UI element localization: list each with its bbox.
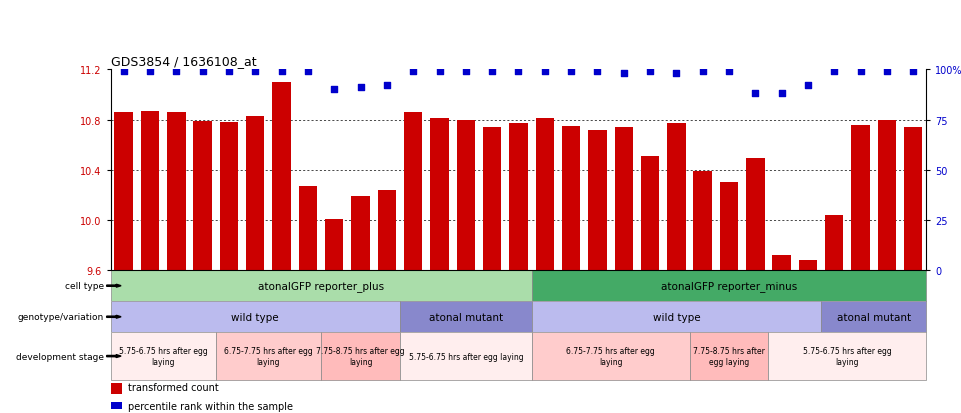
Bar [111, 401, 122, 413]
Bar [272, 83, 291, 271]
Bar [352, 197, 370, 271]
Bar [299, 187, 317, 271]
Point [484, 69, 500, 76]
Text: transformed count: transformed count [128, 382, 218, 392]
Bar [667, 124, 685, 271]
Bar [825, 216, 844, 271]
Point [905, 69, 921, 76]
Point [853, 69, 869, 76]
Point [327, 87, 342, 93]
Bar [614, 128, 633, 271]
Bar [400, 332, 531, 380]
Text: wild type: wild type [653, 312, 701, 322]
Bar [321, 332, 400, 380]
Bar [535, 119, 554, 271]
Text: 7.75-8.75 hrs after
egg laying: 7.75-8.75 hrs after egg laying [693, 347, 765, 366]
Text: genotype/variation: genotype/variation [17, 313, 104, 321]
Point [774, 91, 789, 97]
Point [300, 69, 315, 76]
Bar [769, 332, 926, 380]
Bar [114, 113, 133, 271]
Bar [220, 123, 238, 271]
Point [748, 91, 763, 97]
Text: cell type: cell type [64, 282, 104, 290]
Text: 5.75-6.75 hrs after egg
laying: 5.75-6.75 hrs after egg laying [119, 347, 208, 366]
Bar [167, 113, 185, 271]
Bar [246, 116, 264, 271]
Bar [720, 183, 738, 271]
Text: percentile rank within the sample: percentile rank within the sample [128, 401, 293, 411]
Text: 7.75-8.75 hrs after egg
laying: 7.75-8.75 hrs after egg laying [316, 347, 405, 366]
Point [722, 69, 737, 76]
Bar [111, 383, 122, 394]
Text: GDS3854 / 1636108_at: GDS3854 / 1636108_at [111, 55, 257, 68]
Bar [378, 190, 396, 271]
Point [616, 71, 631, 78]
Bar [799, 261, 817, 271]
Text: 5.75-6.75 hrs after egg
laying: 5.75-6.75 hrs after egg laying [803, 347, 892, 366]
Bar [431, 119, 449, 271]
Bar [111, 271, 531, 301]
Text: atonalGFP reporter_minus: atonalGFP reporter_minus [661, 280, 797, 292]
Point [537, 69, 553, 76]
Point [248, 69, 263, 76]
Text: development stage: development stage [15, 352, 104, 361]
Bar [216, 332, 321, 380]
Bar [404, 113, 423, 271]
Point [116, 69, 132, 76]
Bar [111, 301, 400, 332]
Bar [821, 301, 926, 332]
Point [563, 69, 579, 76]
Point [511, 69, 527, 76]
Text: 6.75-7.75 hrs after egg
laying: 6.75-7.75 hrs after egg laying [566, 347, 655, 366]
Point [801, 83, 816, 90]
Point [274, 69, 289, 76]
Point [380, 83, 395, 90]
Bar [773, 256, 791, 271]
Bar [509, 124, 528, 271]
Point [695, 69, 710, 76]
Point [826, 69, 842, 76]
Text: wild type: wild type [232, 312, 279, 322]
Bar [193, 121, 211, 271]
Bar [400, 301, 531, 332]
Point [195, 69, 210, 76]
Point [168, 69, 184, 76]
Text: atonal mutant: atonal mutant [837, 312, 911, 322]
Point [221, 69, 236, 76]
Point [879, 69, 895, 76]
Bar [588, 130, 606, 271]
Bar [904, 128, 923, 271]
Bar [456, 120, 475, 271]
Point [431, 69, 447, 76]
Bar [690, 332, 769, 380]
Point [590, 69, 605, 76]
Bar [694, 172, 712, 271]
Bar [483, 128, 502, 271]
Point [406, 69, 421, 76]
Bar [531, 332, 690, 380]
Bar [641, 157, 659, 271]
Text: atonal mutant: atonal mutant [429, 312, 503, 322]
Point [669, 71, 684, 78]
Bar [877, 120, 897, 271]
Bar [746, 159, 765, 271]
Point [353, 85, 368, 92]
Bar [325, 219, 343, 271]
Text: 6.75-7.75 hrs after egg
laying: 6.75-7.75 hrs after egg laying [224, 347, 312, 366]
Point [642, 69, 657, 76]
Bar [531, 271, 926, 301]
Point [458, 69, 474, 76]
Bar [562, 126, 580, 271]
Text: atonalGFP reporter_plus: atonalGFP reporter_plus [258, 280, 384, 292]
Point [142, 69, 158, 76]
Bar [531, 301, 821, 332]
Bar [140, 112, 160, 271]
Bar [111, 332, 216, 380]
Bar [851, 125, 870, 271]
Text: 5.75-6.75 hrs after egg laying: 5.75-6.75 hrs after egg laying [408, 352, 523, 361]
